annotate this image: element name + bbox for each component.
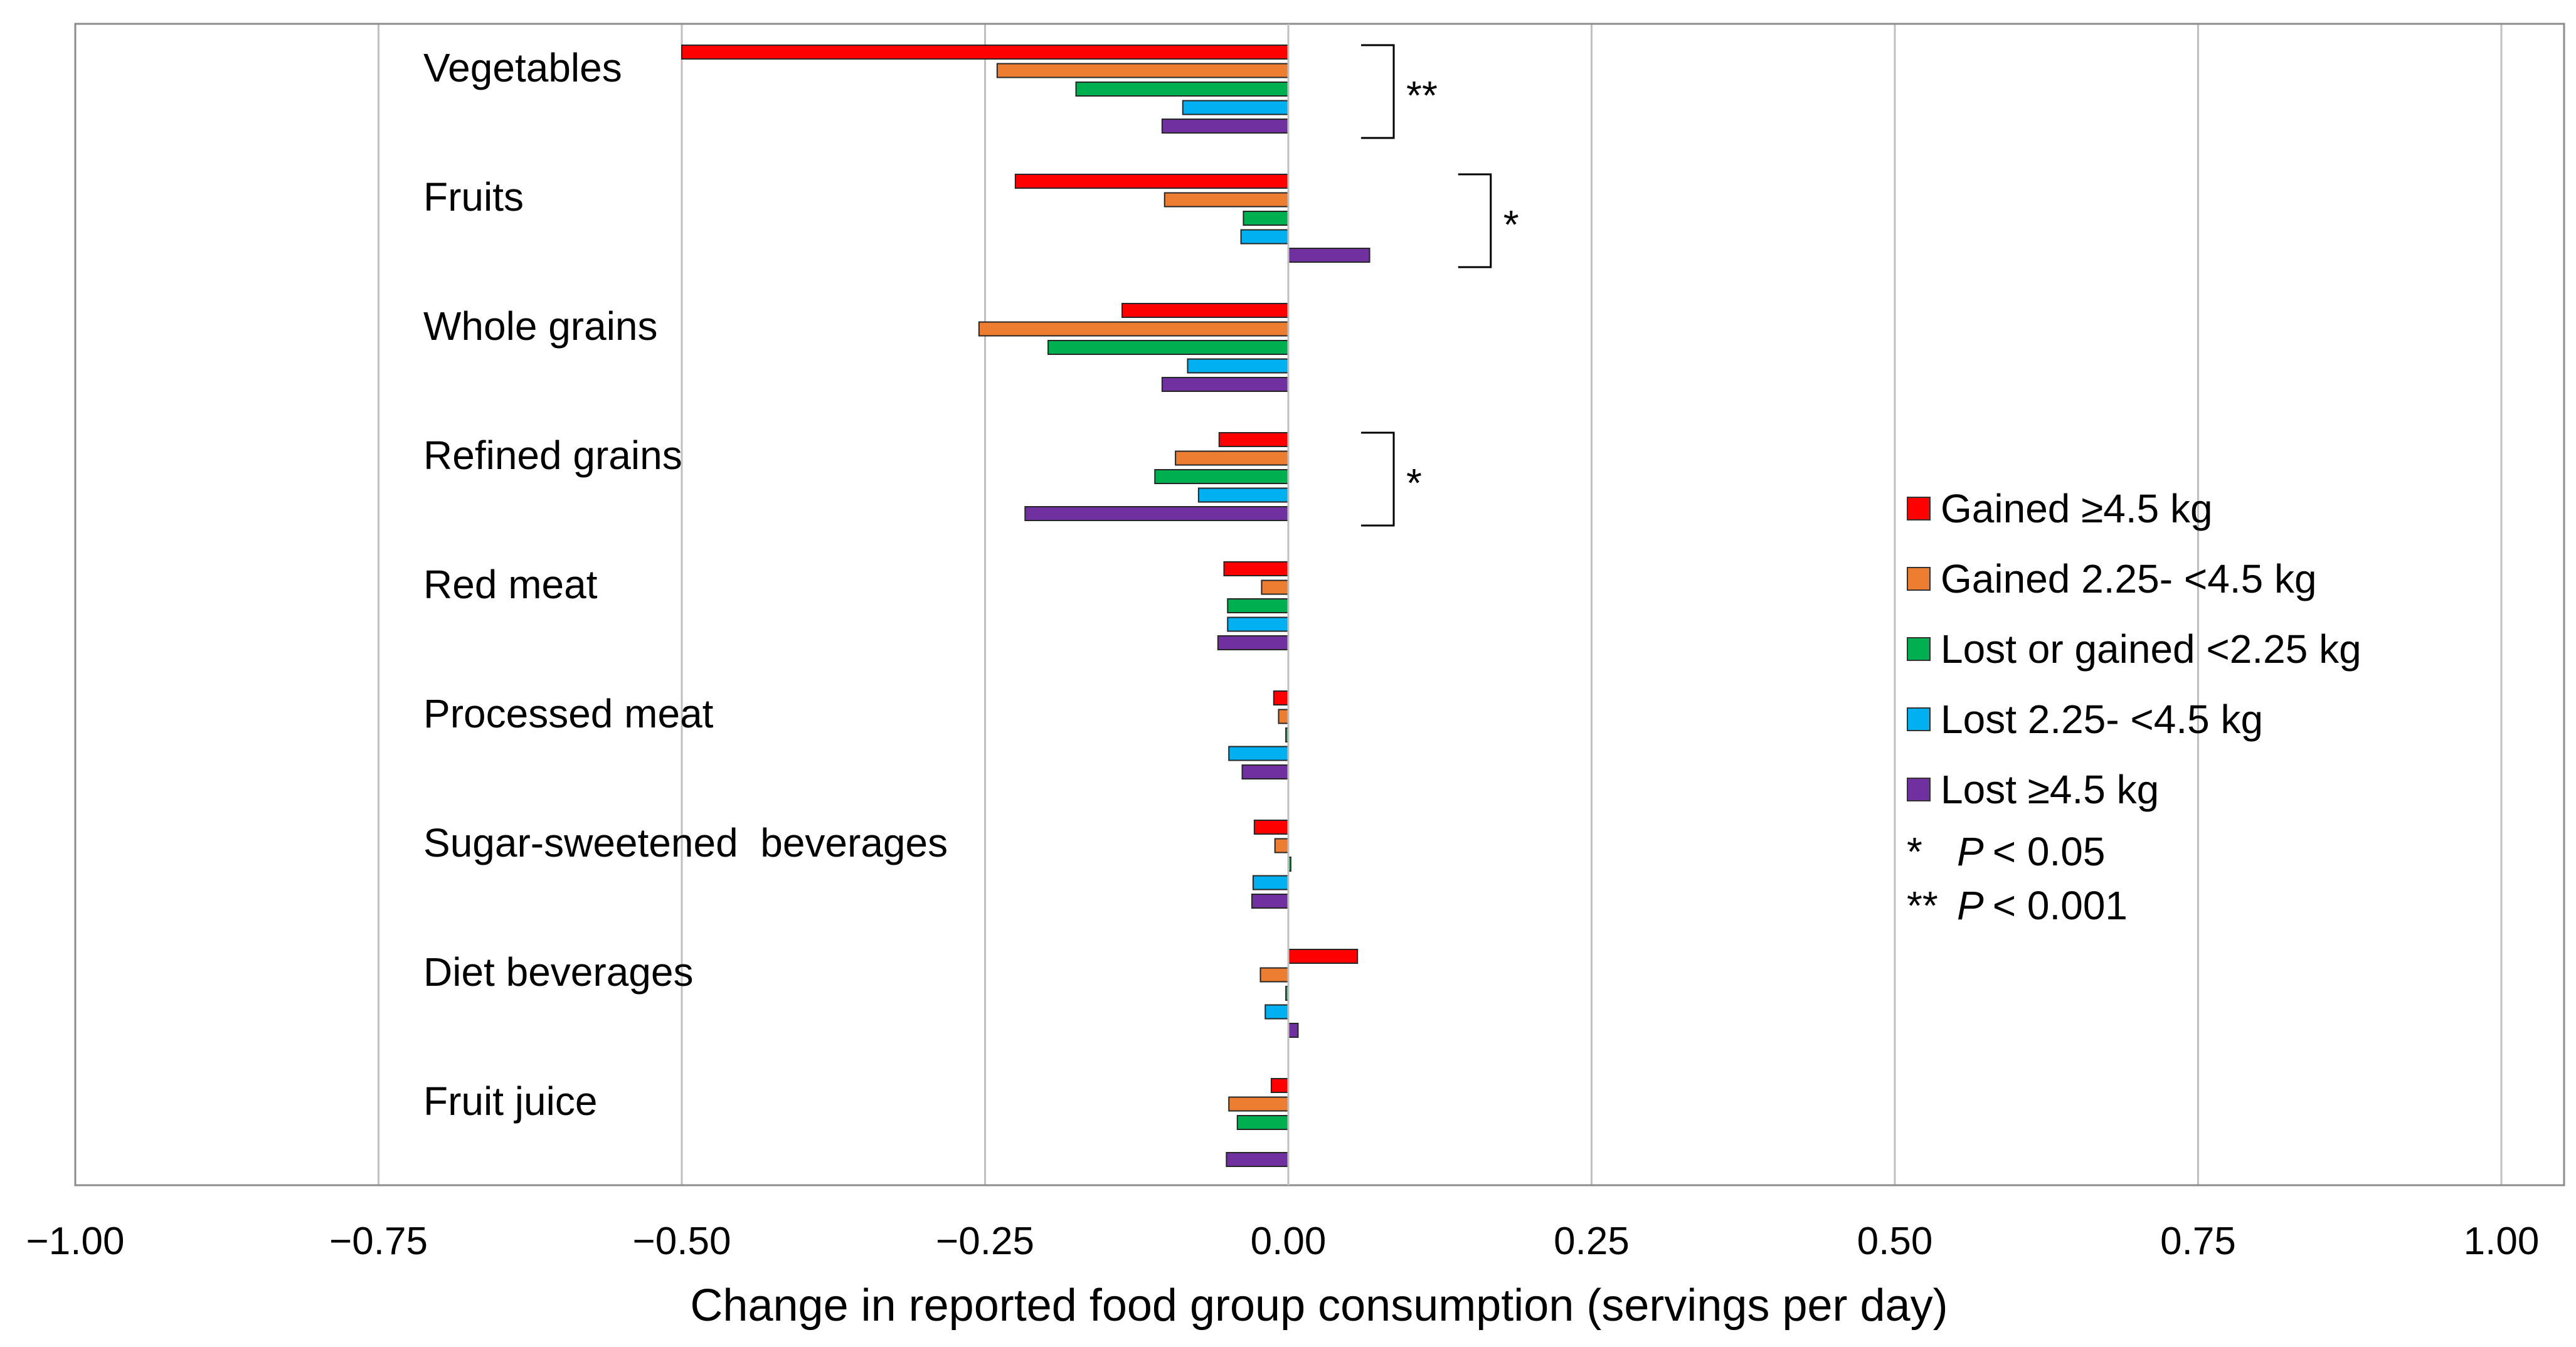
bar bbox=[1154, 469, 1290, 484]
legend-label: Lost 2.25- <4.5 kg bbox=[1941, 697, 2264, 742]
legend-item: Lost 2.25- <4.5 kg bbox=[1907, 684, 2534, 754]
bar bbox=[1243, 211, 1290, 226]
legend-item: Lost ≥4.5 kg bbox=[1907, 754, 2534, 825]
significance-stars: * bbox=[1406, 460, 1422, 505]
bar bbox=[996, 63, 1289, 78]
legend-swatch bbox=[1907, 778, 1931, 801]
legend-swatch bbox=[1907, 707, 1931, 731]
bar bbox=[1236, 1115, 1289, 1130]
bar bbox=[1270, 1078, 1289, 1093]
legend-label: Gained ≥4.5 kg bbox=[1941, 486, 2213, 531]
bar bbox=[1197, 487, 1290, 503]
bar bbox=[1047, 340, 1289, 355]
bar bbox=[1161, 377, 1290, 392]
significance-note: ** P < 0.001 bbox=[1907, 879, 2534, 932]
bar bbox=[1228, 1096, 1290, 1112]
bar bbox=[1226, 1152, 1289, 1167]
significance-bracket bbox=[1361, 431, 1395, 527]
bar bbox=[1024, 506, 1290, 521]
category-labels: Vegetables Fruits Whole grains Refined grai… bbox=[423, 45, 948, 1124]
category-label: Red meat bbox=[423, 562, 598, 607]
legend-label: Lost or gained <2.25 kg bbox=[1941, 626, 2361, 672]
bar bbox=[1163, 192, 1290, 208]
legend-label: Lost ≥4.5 kg bbox=[1941, 767, 2160, 812]
bar bbox=[1288, 1023, 1299, 1038]
legend-swatch bbox=[1907, 567, 1931, 591]
category-label: Sugar-sweetened beverages bbox=[423, 820, 948, 865]
bar bbox=[1161, 119, 1290, 134]
legend: Gained ≥4.5 kg Gained 2.25- <4.5 kg Lost o… bbox=[1907, 473, 2534, 932]
x-tick-labels: −1.00 −0.75 −0.50 −0.25 0.00 0.25 0.50 0.75 1.00 bbox=[26, 1220, 2540, 1263]
bar bbox=[1251, 894, 1289, 909]
x-tick-label: −0.75 bbox=[329, 1220, 428, 1263]
bar bbox=[1217, 635, 1289, 650]
significance-note-stars: * bbox=[1907, 829, 1922, 874]
significance-note-threshold: < 0.001 bbox=[1992, 883, 2128, 928]
bar bbox=[1182, 100, 1289, 115]
category-label: Diet beverages bbox=[423, 949, 693, 995]
bars bbox=[681, 45, 1370, 1167]
bar bbox=[1228, 746, 1290, 761]
category-label: Refined grains bbox=[423, 433, 682, 478]
bar bbox=[1241, 764, 1290, 779]
bar bbox=[1259, 967, 1289, 983]
significance-brackets: **** bbox=[1361, 44, 1519, 527]
x-tick-label: 0.50 bbox=[1857, 1220, 1933, 1263]
legend-label: Gained 2.25- <4.5 kg bbox=[1941, 556, 2317, 601]
bar bbox=[1223, 561, 1290, 576]
bar bbox=[1288, 248, 1370, 263]
category-label: Whole grains bbox=[423, 304, 658, 349]
bar bbox=[1075, 82, 1290, 97]
plot-area-border bbox=[74, 23, 2565, 1186]
significance-note-p: P bbox=[1957, 883, 1984, 928]
significance-stars: ** bbox=[1406, 73, 1438, 118]
bar bbox=[1121, 303, 1289, 318]
category-label: Processed meat bbox=[423, 691, 714, 736]
significance-note-p: P bbox=[1957, 829, 1984, 874]
legend-item: Gained ≥4.5 kg bbox=[1907, 473, 2534, 544]
significance-note-stars: ** bbox=[1907, 883, 1938, 928]
bar bbox=[1252, 875, 1289, 890]
bar bbox=[1227, 616, 1290, 632]
bar bbox=[1175, 450, 1289, 466]
significance-bracket bbox=[1361, 44, 1395, 139]
bar bbox=[1218, 432, 1289, 447]
category-label: Vegetables bbox=[423, 45, 622, 90]
bar bbox=[1014, 174, 1289, 189]
bar bbox=[1278, 709, 1289, 724]
bar bbox=[1227, 598, 1290, 613]
significance-note-threshold: < 0.05 bbox=[1992, 829, 2106, 874]
category-label: Fruit juice bbox=[423, 1079, 597, 1124]
bar bbox=[978, 321, 1289, 337]
legend-item: Gained 2.25- <4.5 kg bbox=[1907, 544, 2534, 614]
legend-swatch bbox=[1907, 637, 1931, 661]
x-tick-label: 0.25 bbox=[1554, 1220, 1630, 1263]
x-tick-label: −1.00 bbox=[26, 1220, 125, 1263]
bar bbox=[1187, 358, 1290, 374]
bar bbox=[1240, 229, 1289, 245]
significance-stars: * bbox=[1503, 202, 1519, 247]
bar bbox=[1261, 579, 1290, 595]
x-tick-label: −0.25 bbox=[936, 1220, 1034, 1263]
significance-bracket bbox=[1458, 173, 1492, 268]
bar bbox=[681, 45, 1289, 60]
category-label: Fruits bbox=[423, 174, 524, 219]
legend-swatch bbox=[1907, 497, 1931, 520]
bar bbox=[1253, 820, 1290, 835]
x-tick-label: 0.00 bbox=[1251, 1220, 1327, 1263]
significance-note: * P < 0.05 bbox=[1907, 825, 2534, 879]
x-tick-label: −0.50 bbox=[633, 1220, 731, 1263]
x-tick-label: 0.75 bbox=[2160, 1220, 2236, 1263]
bar bbox=[1288, 949, 1359, 964]
x-tick-label: 1.00 bbox=[2464, 1220, 2540, 1263]
legend-item: Lost or gained <2.25 kg bbox=[1907, 614, 2534, 684]
bar bbox=[1274, 838, 1289, 853]
x-axis-title: Change in reported food group consumptio… bbox=[690, 1281, 1948, 1331]
bar bbox=[1273, 690, 1289, 705]
bar bbox=[1264, 1004, 1290, 1020]
